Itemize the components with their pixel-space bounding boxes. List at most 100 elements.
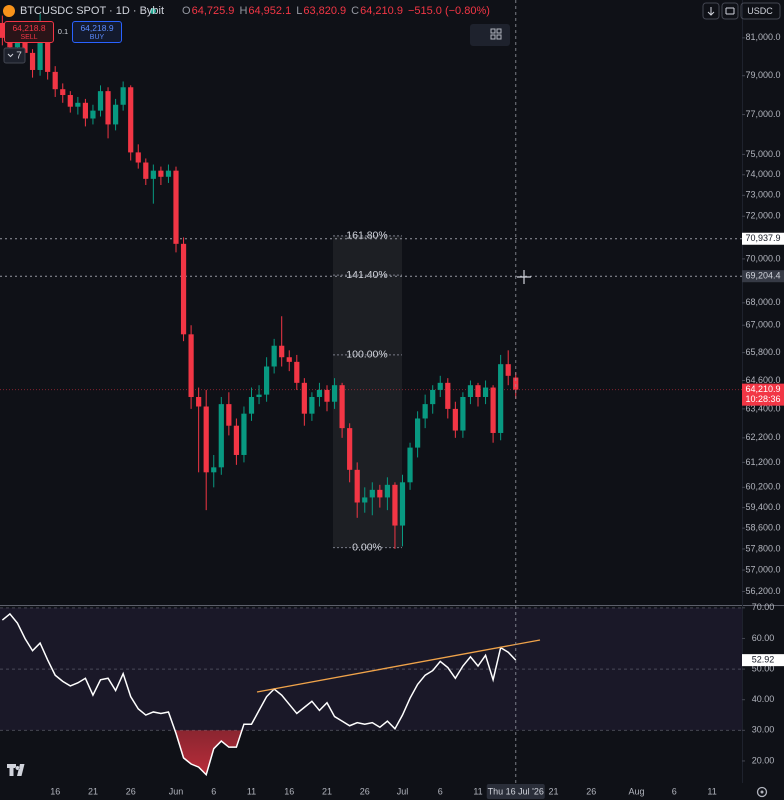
x-tick-label: 6 — [438, 786, 443, 796]
currency-button[interactable] — [740, 2, 781, 20]
y-tick-label: 58,600.0 — [745, 523, 780, 533]
y-tick-label: 20.00 — [752, 755, 775, 765]
y-tick-label: 70.00 — [752, 602, 775, 612]
countdown: 10:28:36 — [745, 394, 780, 404]
candle-body — [422, 404, 428, 419]
toolbar-button[interactable] — [470, 24, 510, 46]
symbol-icon — [3, 5, 15, 17]
price-pane: 161.80% 141.40% 100.00% 0.00% — [0, 13, 742, 553]
x-tick-label: Aug — [629, 786, 645, 796]
buy-button[interactable]: 64,218.9 BUY — [72, 21, 122, 43]
candle-body — [241, 413, 247, 455]
rsi-value-label: 52.92 — [752, 655, 775, 665]
y-tick-label: 75,000.0 — [745, 149, 780, 159]
candle-body — [399, 482, 406, 526]
ohlc-value: 64,210.9 — [360, 5, 403, 17]
candle-body — [211, 467, 217, 473]
y-tick-label: 57,000.0 — [745, 564, 780, 574]
last-price-bg — [742, 383, 784, 406]
candle-body — [437, 382, 443, 390]
y-tick-label: 74,000.0 — [745, 169, 780, 179]
ohlc-key: H — [239, 5, 248, 17]
candle-body — [82, 102, 88, 119]
candle-body — [143, 162, 149, 179]
candle-body — [233, 425, 239, 455]
y-tick-label: 70,000.0 — [745, 253, 780, 263]
button[interactable] — [702, 2, 720, 20]
candle-body — [467, 385, 474, 397]
candle-body — [505, 364, 511, 376]
y-tick-label: 81,000.0 — [745, 32, 780, 42]
settings-button[interactable] — [756, 786, 768, 798]
dropdown[interactable] — [3, 47, 26, 64]
candle-body — [264, 366, 270, 395]
x-tick-label: 21 — [88, 786, 98, 796]
candle-body — [498, 364, 504, 433]
candle-body — [347, 428, 353, 470]
candle-body — [271, 345, 277, 367]
candle-body — [150, 170, 156, 179]
y-tick-label: 63,400.0 — [745, 403, 780, 413]
y-tick-label: 67,000.0 — [745, 320, 780, 330]
candle-body — [331, 385, 338, 402]
y-tick-label: 60,200.0 — [745, 482, 780, 492]
buy-price: 64,218.9 — [80, 23, 114, 33]
axes: 81,000.0 79,000.0 77,000.0 75,000.0 74,000.0… — [50, 32, 784, 799]
y-tick-label: 30.00 — [752, 725, 775, 735]
candle-body — [196, 396, 202, 407]
candle-body — [128, 87, 134, 153]
candle-body — [165, 170, 172, 177]
candle-body — [377, 489, 383, 498]
candle-body — [52, 71, 58, 90]
x-tick-label: 26 — [126, 786, 136, 796]
icon — [760, 790, 764, 794]
candle-body — [513, 377, 519, 390]
candle-body — [354, 469, 360, 503]
candle-body — [294, 361, 300, 383]
ohlc-key: L — [296, 5, 303, 17]
y-tick-label: 59,400.0 — [745, 502, 780, 512]
quantity[interactable]: 0.1 — [57, 27, 69, 36]
sell-button[interactable]: 64,218.8 SELL — [4, 21, 54, 43]
chevron — [7, 53, 14, 58]
candle-body — [482, 387, 489, 397]
candle-body — [60, 89, 66, 96]
last-price: 64,210.9 — [745, 384, 780, 394]
candle-body — [158, 170, 164, 177]
y-tick-label: 57,800.0 — [745, 543, 780, 553]
y-tick-label: 40.00 — [752, 694, 775, 704]
candle-body — [324, 389, 330, 402]
ohlc-key: O — [182, 5, 191, 17]
interval-count: 7 — [16, 51, 22, 62]
rsi-value-label-bg — [742, 654, 784, 667]
fib-label: 0.00% — [352, 541, 382, 553]
x-tick-label: 6 — [211, 786, 216, 796]
candle-body — [430, 389, 436, 405]
y-tick-label: 64,600.0 — [745, 375, 780, 385]
candle-body — [301, 382, 307, 414]
ohlc-key: C — [351, 5, 360, 17]
candle-body — [45, 28, 51, 72]
fib-label: 161.80% — [346, 230, 387, 242]
candle-body — [415, 418, 421, 448]
candle-body — [105, 91, 111, 125]
candle-body — [445, 382, 451, 409]
y-tick-label: 56,200.0 — [745, 586, 780, 596]
sell-price: 64,218.8 — [12, 23, 46, 33]
candle-body — [97, 91, 104, 111]
price-label: 69,204.4 — [745, 271, 780, 281]
x-tick-label: 11 — [473, 786, 482, 796]
change: −515.0 (−0.80%) — [407, 5, 490, 17]
symbol: BTCUSDC SPOT · 1D · Bybit — [20, 5, 165, 17]
candle-body — [369, 489, 375, 498]
candle-body — [407, 447, 413, 483]
x-tick-label: 26 — [586, 786, 596, 796]
fib-label: 100.00% — [346, 349, 387, 361]
buy-label: BUY — [89, 34, 105, 41]
y-tick-label: 50.00 — [752, 663, 775, 673]
button[interactable] — [721, 2, 739, 20]
x-tick-label: Jul — [397, 786, 409, 796]
fib-label: 141.40% — [346, 269, 387, 281]
